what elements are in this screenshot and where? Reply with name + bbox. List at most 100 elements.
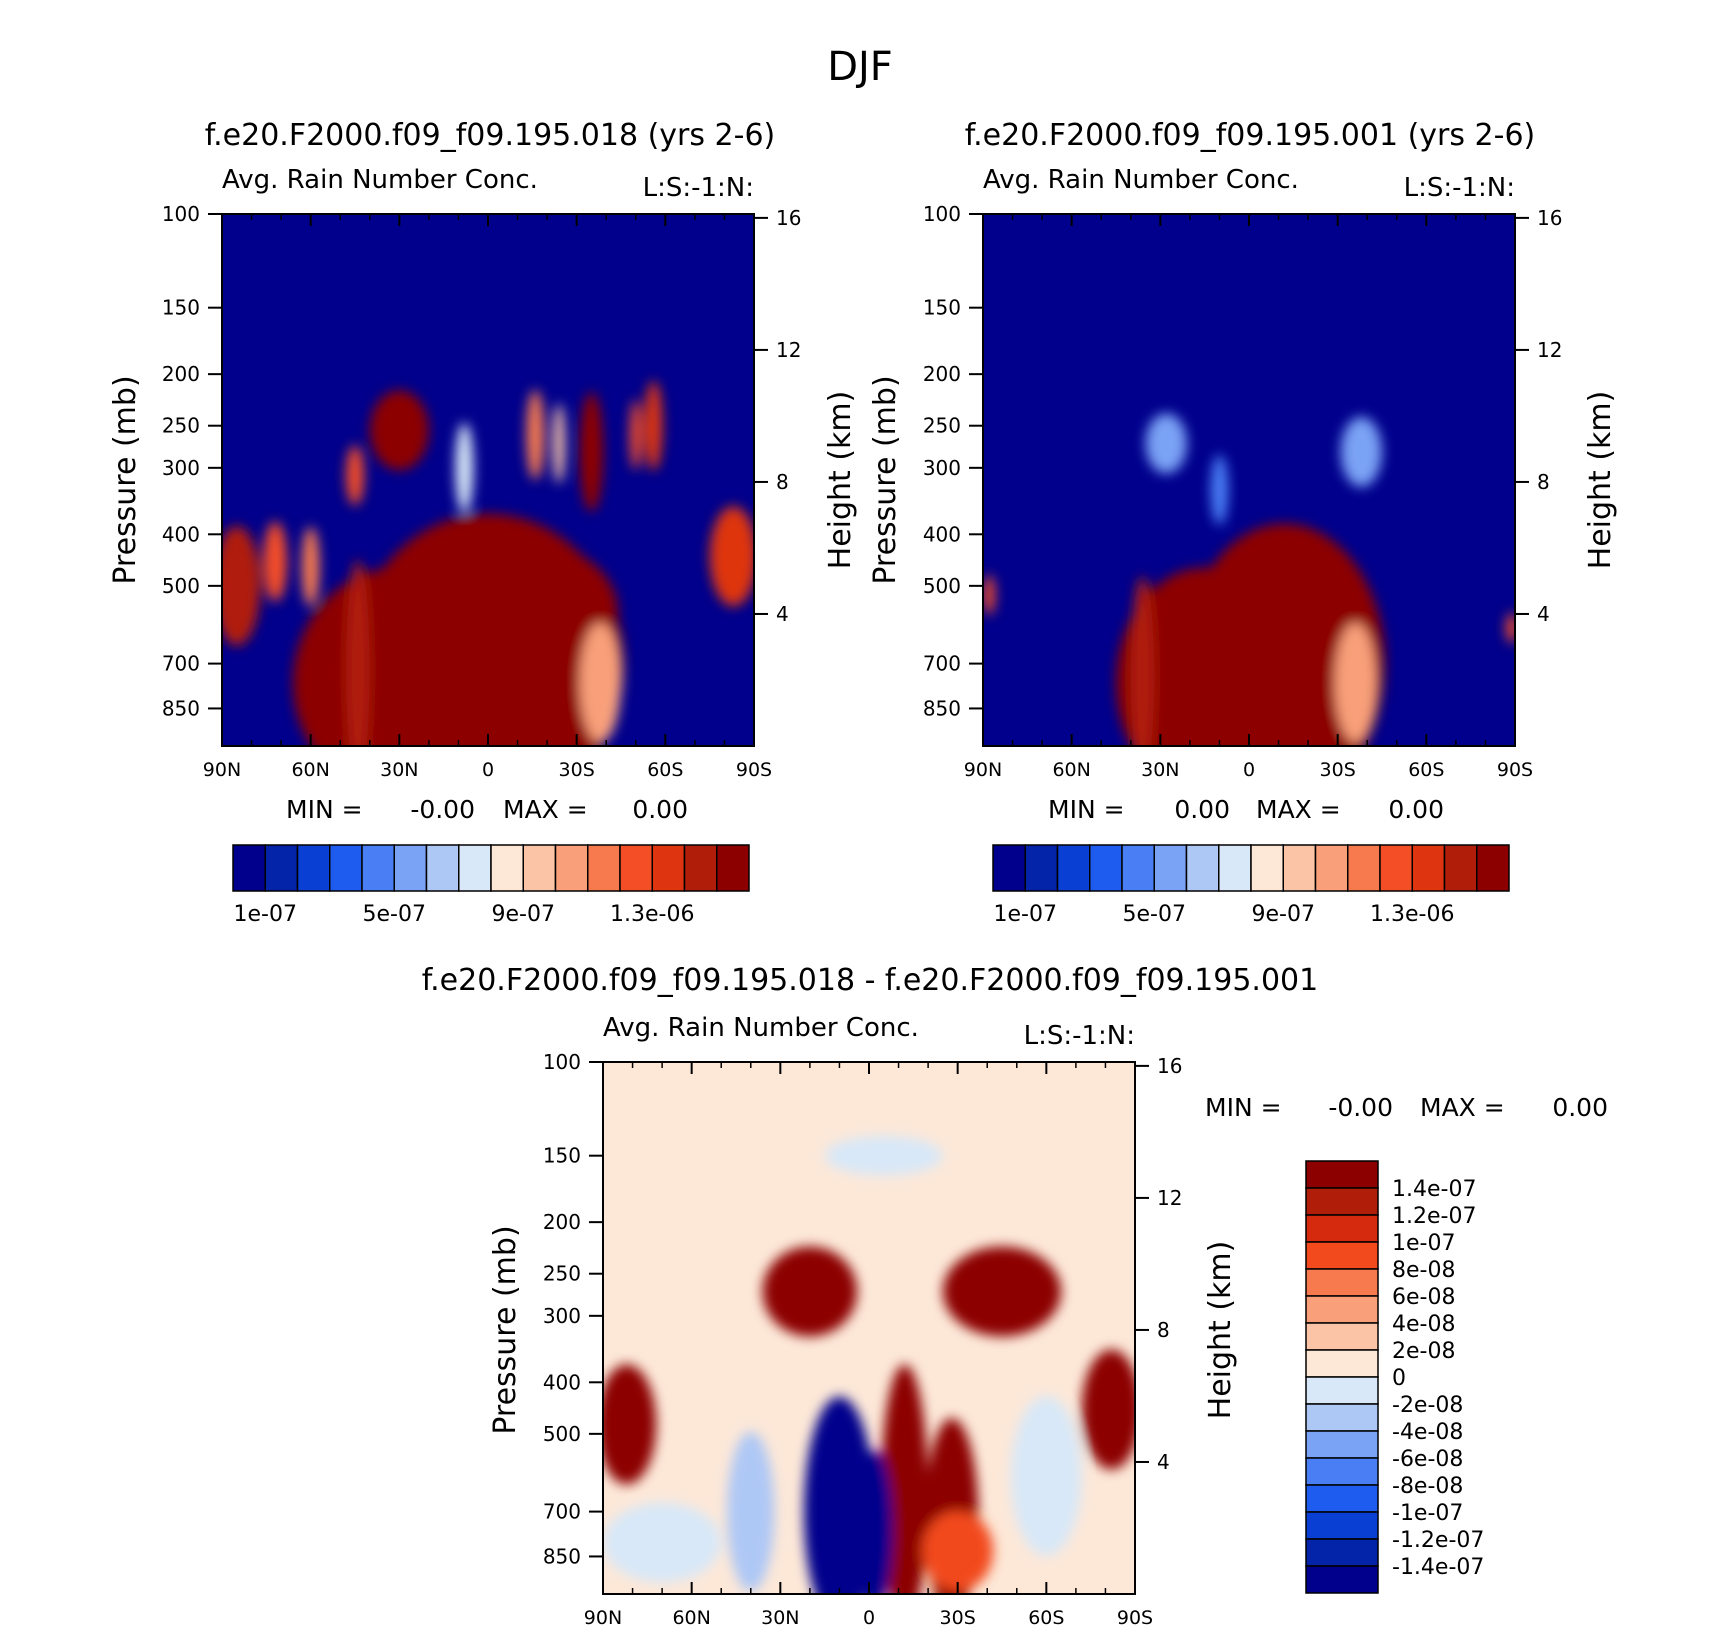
colorbar-swatch (1089, 844, 1123, 892)
colorbar-label: 8e-08 (1392, 1258, 1455, 1283)
colorbar-swatch (1305, 1457, 1379, 1486)
contour-region (346, 560, 370, 746)
colorbar-swatch (992, 844, 1026, 892)
heatmap-plot (983, 214, 1515, 746)
y-tick-label: 500 (923, 574, 961, 598)
colorbar-swatch (1314, 844, 1349, 892)
y-tick-label: 150 (543, 1144, 581, 1168)
y-tick-label: 100 (162, 202, 200, 226)
colorbar-swatch (619, 844, 653, 892)
colorbar-label: -4e-08 (1392, 1420, 1463, 1445)
panel-subtitle: Avg. Rain Number Conc. (603, 1013, 919, 1043)
contour-region (644, 380, 663, 471)
contour-region (1334, 622, 1377, 743)
contour-region (1010, 1395, 1082, 1556)
x-tick-label: 30N (1141, 759, 1179, 781)
y-tick-label: 700 (923, 652, 961, 676)
heatmap-plot (222, 214, 754, 746)
colorbar-swatch (1250, 844, 1284, 892)
colorbar-swatch (1305, 1484, 1379, 1513)
contour-region (1145, 413, 1187, 474)
x-tick-label: 60N (1052, 759, 1090, 781)
colorbar-swatch (1305, 1349, 1379, 1378)
y-tick-label: 250 (162, 414, 200, 438)
y-right-tick-label: 8 (1157, 1318, 1170, 1342)
y-tick-label: 150 (162, 296, 200, 320)
colorbar-label: -1.4e-07 (1392, 1555, 1484, 1580)
heatmap-plot (603, 1062, 1135, 1594)
panel-tag: L:S:-1:N: (1404, 173, 1515, 203)
colorbar-swatch (1305, 1160, 1379, 1189)
colorbar-swatch (1443, 844, 1478, 892)
colorbar-label: 9e-07 (1252, 902, 1315, 927)
min-label: MIN = (1048, 795, 1125, 824)
colorbar-swatch (587, 844, 621, 892)
colorbar-label: -1.2e-07 (1392, 1528, 1484, 1553)
x-tick-label: 60S (647, 759, 683, 781)
colorbar-swatch (1185, 844, 1220, 892)
colorbar-label: 1e-07 (1392, 1231, 1455, 1256)
contour-region (346, 445, 364, 506)
colorbar-swatch (232, 844, 266, 892)
contour-region (455, 422, 474, 513)
y-tick-label: 250 (543, 1262, 581, 1286)
max-value: 0.00 (632, 795, 688, 824)
colorbar-label: 1.4e-07 (1392, 1177, 1476, 1202)
colorbar: 1.4e-071.2e-071e-078e-086e-084e-082e-080… (1305, 1160, 1484, 1594)
colorbar-label: -2e-08 (1392, 1393, 1463, 1418)
y-tick-label: 850 (162, 696, 200, 720)
x-tick-label: 60N (672, 1607, 710, 1629)
contour-region (603, 1502, 722, 1583)
colorbar-swatch (361, 844, 395, 892)
contour-region (880, 1364, 929, 1594)
y-tick-label: 500 (543, 1422, 581, 1446)
y-tick-label: 850 (923, 696, 961, 720)
colorbar-label: 1.3e-06 (610, 902, 694, 927)
colorbar-swatch (393, 844, 428, 892)
colorbar-swatch (1305, 1187, 1379, 1216)
y-right-tick-label: 8 (776, 470, 789, 494)
y-tick-label: 150 (923, 296, 961, 320)
colorbar-swatch (1379, 844, 1413, 892)
colorbar-swatch (1024, 844, 1059, 892)
colorbar-label: -1e-07 (1392, 1501, 1463, 1526)
y-axis-label: Pressure (mb) (108, 375, 143, 584)
colorbar-swatch (1476, 844, 1510, 892)
min-label: MIN = (286, 795, 363, 824)
colorbar-swatch (683, 844, 718, 892)
min-value: -0.00 (410, 795, 475, 824)
contour-region (440, 542, 619, 683)
colorbar-label: 9e-07 (492, 902, 555, 927)
colorbar-swatch (1121, 844, 1155, 892)
y-tick-label: 850 (543, 1544, 581, 1568)
contour-region (1195, 549, 1362, 640)
y-right-tick-label: 4 (1537, 602, 1550, 626)
y-axis-label: Pressure (mb) (868, 375, 903, 584)
contour-region (857, 1450, 893, 1594)
colorbar-label: 1.2e-07 (1392, 1204, 1476, 1229)
max-value: 0.00 (1552, 1093, 1608, 1122)
colorbar-swatch (296, 844, 331, 892)
y-tick-label: 300 (543, 1304, 581, 1328)
y-tick-label: 400 (162, 522, 200, 546)
colorbar-swatch (1305, 1511, 1379, 1540)
y-tick-label: 200 (543, 1210, 581, 1234)
x-tick-label: 90S (1117, 1607, 1153, 1629)
y-right-tick-label: 12 (1157, 1186, 1182, 1210)
panel-difference: f.e20.F2000.f09_f09.195.018 - f.e20.F200… (422, 963, 1608, 1629)
panel-title: f.e20.F2000.f09_f09.195.018 - f.e20.F200… (422, 963, 1318, 998)
y-axis-right-label: Height (km) (823, 391, 858, 570)
contour-region (629, 399, 642, 470)
colorbar-swatch (1153, 844, 1188, 892)
x-tick-label: 90S (736, 759, 772, 781)
x-tick-label: 30N (380, 759, 418, 781)
max-label: MAX = (1420, 1093, 1505, 1122)
y-right-tick-label: 16 (1537, 206, 1562, 230)
y-tick-label: 500 (162, 574, 200, 598)
colorbar: 1e-07 5e-07 9e-07 1.3e-06 (232, 844, 750, 927)
x-tick-label: 30S (559, 759, 595, 781)
colorbar-label: 1e-07 (994, 902, 1057, 927)
min-label: MIN = (1205, 1093, 1282, 1122)
y-tick-label: 250 (923, 414, 961, 438)
